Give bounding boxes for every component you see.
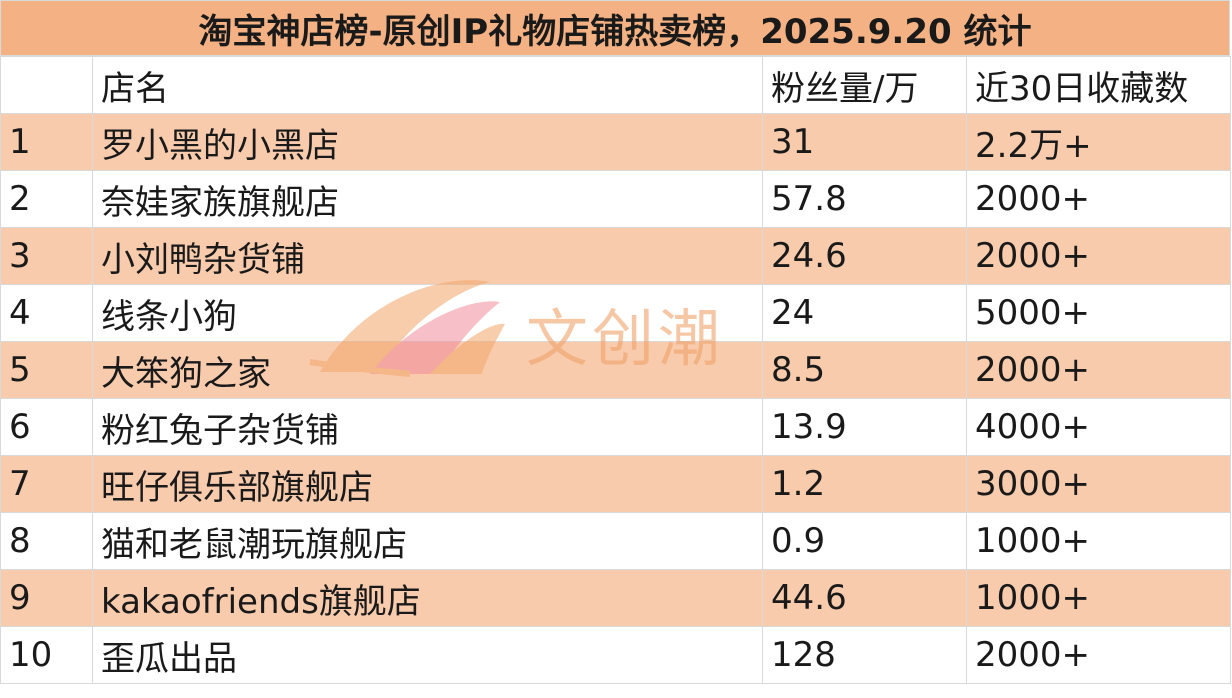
table-row: 8 猫和老鼠潮玩旗舰店 0.9 1000+ bbox=[0, 512, 1231, 570]
favorites-cell: 2.2万+ bbox=[966, 113, 1231, 171]
favorites-cell: 2000+ bbox=[966, 626, 1231, 684]
favorites-cell: 1000+ bbox=[966, 512, 1231, 570]
fans-cell: 24 bbox=[762, 284, 967, 342]
table-row: 5 大笨狗之家 8.5 2000+ bbox=[0, 341, 1231, 399]
fans-cell: 13.9 bbox=[762, 398, 967, 456]
rank-cell: 9 bbox=[0, 569, 93, 627]
shop-name-cell: 粉红兔子杂货铺 bbox=[92, 398, 763, 456]
header-favorites: 近30日收藏数 bbox=[966, 56, 1231, 114]
fans-cell: 44.6 bbox=[762, 569, 967, 627]
favorites-cell: 2000+ bbox=[966, 170, 1231, 228]
fans-cell: 8.5 bbox=[762, 341, 967, 399]
rank-cell: 2 bbox=[0, 170, 93, 228]
shop-name-cell: 猫和老鼠潮玩旗舰店 bbox=[92, 512, 763, 570]
favorites-cell: 4000+ bbox=[966, 398, 1231, 456]
rank-cell: 6 bbox=[0, 398, 93, 456]
fans-cell: 128 bbox=[762, 626, 967, 684]
shop-name-cell: 歪瓜出品 bbox=[92, 626, 763, 684]
fans-cell: 1.2 bbox=[762, 455, 967, 513]
fans-cell: 24.6 bbox=[762, 227, 967, 285]
header-rank bbox=[0, 56, 93, 114]
shop-name-cell: 旺仔俱乐部旗舰店 bbox=[92, 455, 763, 513]
favorites-cell: 2000+ bbox=[966, 227, 1231, 285]
shop-name-cell: 线条小狗 bbox=[92, 284, 763, 342]
fans-cell: 57.8 bbox=[762, 170, 967, 228]
favorites-cell: 3000+ bbox=[966, 455, 1231, 513]
shop-name-cell: 小刘鸭杂货铺 bbox=[92, 227, 763, 285]
shop-name-cell: 大笨狗之家 bbox=[92, 341, 763, 399]
rank-cell: 7 bbox=[0, 455, 93, 513]
rank-cell: 5 bbox=[0, 341, 93, 399]
rank-cell: 10 bbox=[0, 626, 93, 684]
table-row: 4 线条小狗 24 5000+ bbox=[0, 284, 1231, 342]
table-row: 7 旺仔俱乐部旗舰店 1.2 3000+ bbox=[0, 455, 1231, 513]
ranking-table: 店名 粉丝量/万 近30日收藏数 1 罗小黑的小黑店 31 2.2万+ 2 奈娃… bbox=[0, 56, 1231, 684]
header-fans: 粉丝量/万 bbox=[762, 56, 967, 114]
shop-name-cell: kakaofriends旗舰店 bbox=[92, 569, 763, 627]
rank-cell: 4 bbox=[0, 284, 93, 342]
table-row: 2 奈娃家族旗舰店 57.8 2000+ bbox=[0, 170, 1231, 228]
table-row: 9 kakaofriends旗舰店 44.6 1000+ bbox=[0, 569, 1231, 627]
table-row: 6 粉红兔子杂货铺 13.9 4000+ bbox=[0, 398, 1231, 456]
header-name: 店名 bbox=[92, 56, 763, 114]
shop-name-cell: 奈娃家族旗舰店 bbox=[92, 170, 763, 228]
rank-cell: 3 bbox=[0, 227, 93, 285]
favorites-cell: 2000+ bbox=[966, 341, 1231, 399]
table-row: 1 罗小黑的小黑店 31 2.2万+ bbox=[0, 113, 1231, 171]
fans-cell: 31 bbox=[762, 113, 967, 171]
favorites-cell: 5000+ bbox=[966, 284, 1231, 342]
rank-cell: 1 bbox=[0, 113, 93, 171]
sheet-title: 淘宝神店榜-原创IP礼物店铺热卖榜，2025.9.20 统计 bbox=[0, 0, 1230, 56]
fans-cell: 0.9 bbox=[762, 512, 967, 570]
shop-name-cell: 罗小黑的小黑店 bbox=[92, 113, 763, 171]
favorites-cell: 1000+ bbox=[966, 569, 1231, 627]
table-row: 10 歪瓜出品 128 2000+ bbox=[0, 626, 1231, 684]
header-row: 店名 粉丝量/万 近30日收藏数 bbox=[0, 56, 1231, 114]
table-row: 3 小刘鸭杂货铺 24.6 2000+ bbox=[0, 227, 1231, 285]
rank-cell: 8 bbox=[0, 512, 93, 570]
